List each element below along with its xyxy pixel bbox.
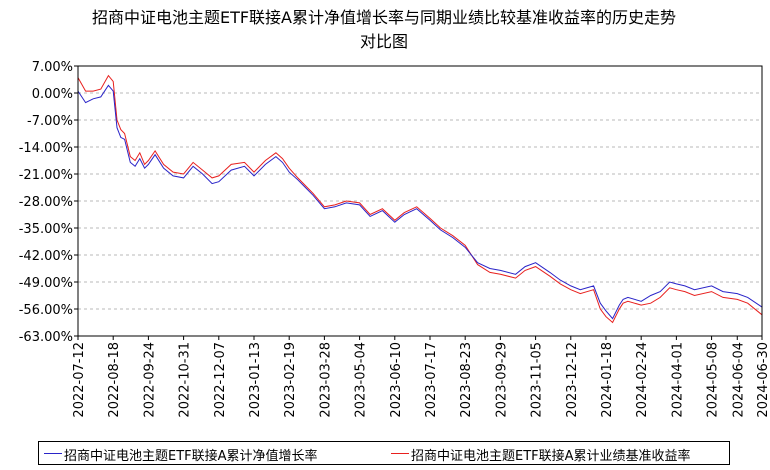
x-tick-label: 2023-06-10 xyxy=(389,342,404,418)
y-axis: 7.00% 0.00% -7.00% -14.00% -21.00% -28.00% -35… xyxy=(19,60,78,345)
x-tick-label: 2024-06-30 xyxy=(756,342,770,418)
y-tick-label: -21.00% xyxy=(19,168,73,183)
chart-title-line-2: 对比图 xyxy=(360,32,408,51)
chart-title-line-1: 招商中证电池主题ETF联接A累计净值增长率与同期业绩比较基准收益率的历史走势 xyxy=(92,8,676,27)
plot-frame xyxy=(77,65,763,337)
x-tick-label: 2024-01-18 xyxy=(600,342,615,418)
series-line-benchmark xyxy=(77,74,763,324)
x-tick-label: 2023-07-17 xyxy=(424,342,439,418)
x-tick-label: 2023-09-29 xyxy=(494,342,509,418)
x-tick-label: 2023-12-12 xyxy=(565,342,580,418)
x-tick-label: 2023-11-05 xyxy=(530,342,545,418)
x-tick-label: 2023-05-04 xyxy=(354,342,369,418)
y-tick-label: -14.00% xyxy=(19,141,73,156)
x-tick-label: 2023-03-28 xyxy=(318,342,333,418)
series-line-nav xyxy=(77,84,763,320)
y-tick-label: -35.00% xyxy=(19,222,73,237)
x-tick-label: 2022-12-07 xyxy=(213,342,228,418)
x-tick-label: 2024-02-24 xyxy=(635,342,650,418)
x-tick-label: 2023-02-19 xyxy=(283,342,298,418)
x-tick-label: 2023-08-23 xyxy=(459,342,474,418)
legend-swatch-nav xyxy=(44,453,62,454)
y-tick-label: -28.00% xyxy=(19,195,73,210)
y-tick-label: 0.00% xyxy=(32,87,73,102)
x-tick-label: 2022-10-31 xyxy=(178,342,193,418)
legend-label-benchmark: 招商中证电池主题ETF联接A累计业绩基准收益率 xyxy=(411,449,691,464)
legend: 招商中证电池主题ETF联接A累计净值增长率 招商中证电池主题ETF联接A累计业绩… xyxy=(38,441,730,465)
x-tick-label: 2024-05-08 xyxy=(706,342,721,418)
x-tick-label: 2022-08-18 xyxy=(107,342,122,418)
x-tick-label: 2022-07-12 xyxy=(72,342,87,418)
x-tick-label: 2023-01-13 xyxy=(248,342,263,418)
x-tick-label: 2024-06-04 xyxy=(731,342,746,418)
y-tick-label: -7.00% xyxy=(27,114,73,129)
grid xyxy=(78,92,762,310)
x-tick-label: 2022-09-24 xyxy=(142,342,157,418)
x-tick-label: 2024-04-01 xyxy=(670,342,685,418)
series-group xyxy=(77,74,763,324)
y-tick-label: -63.00% xyxy=(19,330,73,345)
legend-label-nav: 招商中证电池主题ETF联接A累计净值增长率 xyxy=(64,449,318,464)
y-tick-label: -49.00% xyxy=(19,276,73,291)
x-axis: 2022-07-12 2022-08-18 2022-09-24 2022-10-31… xyxy=(72,336,770,418)
y-tick-label: 7.00% xyxy=(32,60,73,75)
y-tick-label: -42.00% xyxy=(19,249,73,264)
legend-swatch-benchmark xyxy=(391,453,409,454)
y-tick-label: -56.00% xyxy=(19,303,73,318)
